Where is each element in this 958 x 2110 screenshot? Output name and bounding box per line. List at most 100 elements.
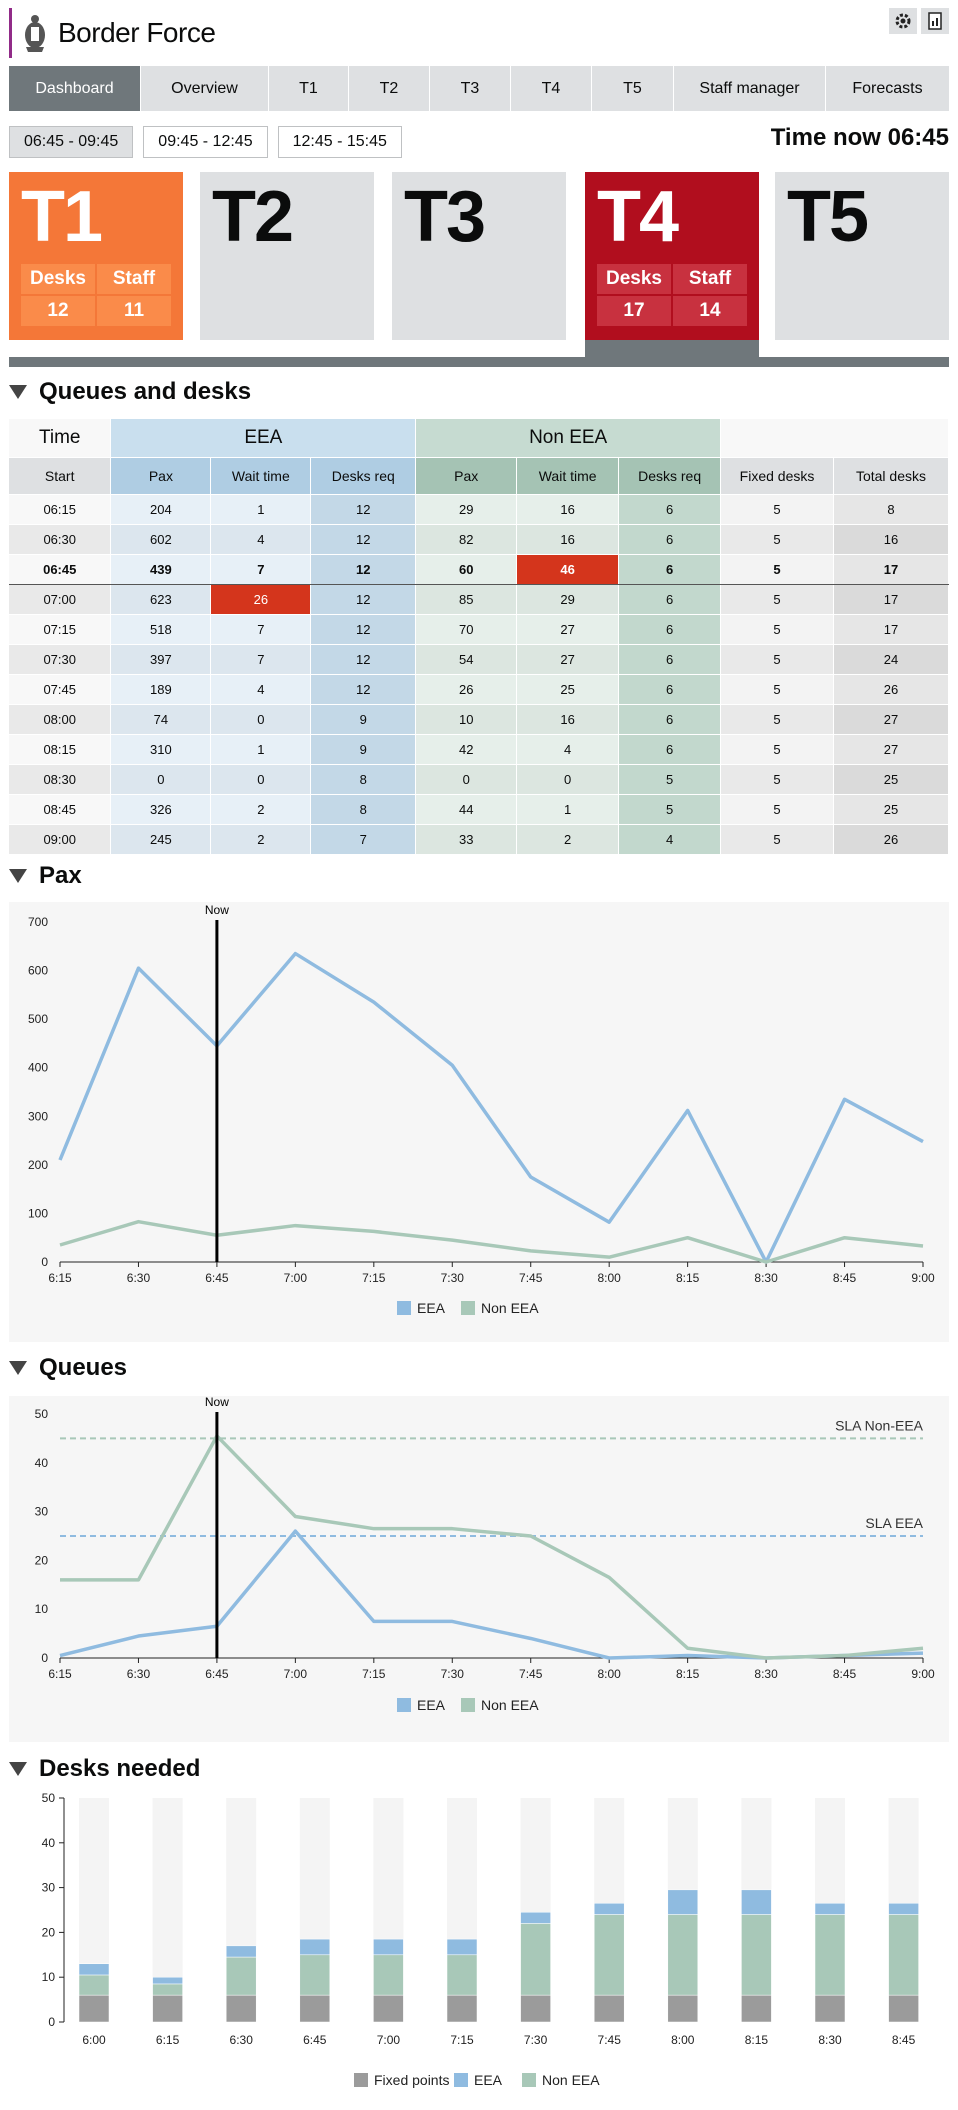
- table-cell: 0: [415, 764, 518, 795]
- time-slot-button[interactable]: 06:45 - 09:45: [9, 126, 134, 158]
- table-cell: 0: [210, 704, 312, 735]
- sla-label: SLA Non-EEA: [835, 1417, 924, 1433]
- table-cell: 204: [110, 494, 212, 525]
- table-cell: 7: [210, 644, 312, 675]
- tab-staff-manager[interactable]: Staff manager: [674, 66, 826, 111]
- table-cell: 26: [833, 824, 949, 855]
- table-cell: 397: [110, 644, 212, 675]
- table-cell: 17: [833, 553, 949, 585]
- table-cell: 6: [618, 704, 722, 735]
- terminal-card-t1[interactable]: T1 Desks Staff 12 11: [9, 172, 183, 340]
- terminal-card-t3[interactable]: T3: [392, 172, 566, 340]
- table-cell: 12: [310, 674, 417, 705]
- table-cell: 5: [720, 524, 834, 555]
- table-cell: 245: [110, 824, 212, 855]
- table-cell: 06:45: [9, 553, 112, 585]
- x-tick-label: 9:00: [911, 1667, 935, 1681]
- gear-icon[interactable]: [889, 8, 917, 34]
- table-cell: 0: [210, 764, 312, 795]
- y-tick-label: 0: [41, 1255, 48, 1269]
- legend-label: Non EEA: [481, 1300, 539, 1316]
- section-title: Desks needed: [39, 1755, 201, 1782]
- bar-segment-non-eea: [299, 1954, 331, 1996]
- bar-segment-eea: [667, 1889, 699, 1915]
- y-tick-label: 700: [28, 915, 48, 929]
- x-tick-label: 6:15: [48, 1271, 72, 1285]
- table-cell: 5: [720, 614, 834, 645]
- table-row: 09:00 245 2 7 33 2 4 5 26: [9, 824, 949, 855]
- desks-needed-chart: 0 10 20 30 40 50 6:00 6:15 6:30 6:45 7:00 7:15 7:30 7…: [42, 1791, 919, 2088]
- terminal-name: T2: [212, 177, 294, 257]
- bar-segment-eea: [446, 1938, 478, 1956]
- section-toggle-queues-desks[interactable]: Queues and desks: [9, 378, 251, 406]
- table-cell: 26: [415, 674, 518, 705]
- section-title: Queues and desks: [39, 378, 252, 405]
- table-cell: 07:30: [9, 644, 112, 675]
- now-label: Now: [205, 1396, 229, 1409]
- table-cell: 08:30: [9, 764, 112, 795]
- table-cell: 7: [210, 614, 312, 645]
- table-cell: 46: [516, 553, 620, 585]
- table-cell: 25: [516, 674, 620, 705]
- table-cell: 25: [833, 794, 949, 825]
- y-tick-label: 40: [42, 1836, 56, 1850]
- column-header: Fixed desks: [720, 457, 834, 495]
- table-cell: 5: [720, 704, 834, 735]
- tab-t5[interactable]: T5: [592, 66, 674, 111]
- terminal-card-t2[interactable]: T2: [200, 172, 374, 340]
- desks-value: 17: [597, 296, 671, 326]
- tab-dashboard[interactable]: Dashboard: [9, 66, 141, 111]
- report-icon[interactable]: [921, 8, 949, 34]
- table-cell: 9: [310, 734, 417, 765]
- table-row: 08:45 326 2 8 44 1 5 5 25: [9, 794, 949, 825]
- y-tick-label: 200: [28, 1158, 48, 1172]
- staff-value: 14: [673, 296, 747, 326]
- y-tick-label: 20: [35, 1553, 49, 1567]
- tab-t2[interactable]: T2: [349, 66, 430, 111]
- table-cell: 6: [618, 644, 722, 675]
- table-cell: 4: [516, 734, 620, 765]
- bar-segment-fixed-points: [814, 1994, 846, 2023]
- tab-t4[interactable]: T4: [511, 66, 592, 111]
- terminal-card-t5[interactable]: T5: [775, 172, 949, 340]
- section-toggle-desks-needed[interactable]: Desks needed: [9, 1755, 200, 1783]
- tab-forecasts[interactable]: Forecasts: [852, 79, 923, 97]
- x-tick-label: 6:15: [156, 2033, 180, 2047]
- column-header: Desks req: [618, 457, 722, 495]
- legend-swatch: [454, 2073, 468, 2087]
- terminal-cards: T1 Desks Staff 12 11 T2 T3 T4 Desks Staf…: [9, 172, 949, 367]
- table-cell: 602: [110, 524, 212, 555]
- series-line-eea: [59, 1529, 924, 1660]
- terminal-card-t4[interactable]: T4 Desks Staff 17 14: [585, 172, 759, 340]
- bar-segment-fixed-points: [299, 1994, 331, 2023]
- time-slot-button[interactable]: 12:45 - 15:45: [277, 126, 402, 158]
- x-tick-label: 7:15: [450, 2033, 474, 2047]
- table-cell: 6: [618, 553, 722, 585]
- section-title: Queues: [39, 1354, 128, 1381]
- table-cell: 5: [720, 494, 834, 525]
- terminal-bar: [9, 357, 949, 367]
- tab-overview[interactable]: Overview: [141, 66, 269, 111]
- tab-t3[interactable]: T3: [430, 66, 511, 111]
- x-tick-label: 7:45: [519, 1667, 543, 1681]
- table-row: 07:45 189 4 12 26 25 6 5 26: [9, 674, 949, 705]
- table-cell: 189: [110, 674, 212, 705]
- staff-label: Staff: [97, 264, 171, 294]
- section-toggle-pax[interactable]: Pax: [9, 862, 82, 890]
- section-toggle-queues[interactable]: Queues: [9, 1354, 127, 1382]
- table-cell: 12: [310, 553, 417, 585]
- x-tick-label: 7:00: [284, 1667, 308, 1681]
- table-cell: 310: [110, 734, 212, 765]
- table-cell: 25: [833, 764, 949, 795]
- table-cell: 0: [110, 764, 212, 795]
- table-cell: 54: [415, 644, 518, 675]
- tab-t1[interactable]: T1: [269, 66, 349, 111]
- legend-swatch-eea: [397, 1301, 411, 1315]
- table-cell: 07:45: [9, 674, 112, 705]
- x-tick-label: 8:45: [833, 1271, 857, 1285]
- legend-label: Non EEA: [481, 1697, 539, 1713]
- group-header-blank: [720, 419, 949, 458]
- y-tick-label: 400: [28, 1061, 48, 1075]
- table-cell: 2: [210, 794, 312, 825]
- time-slot-button[interactable]: 09:45 - 12:45: [143, 126, 268, 158]
